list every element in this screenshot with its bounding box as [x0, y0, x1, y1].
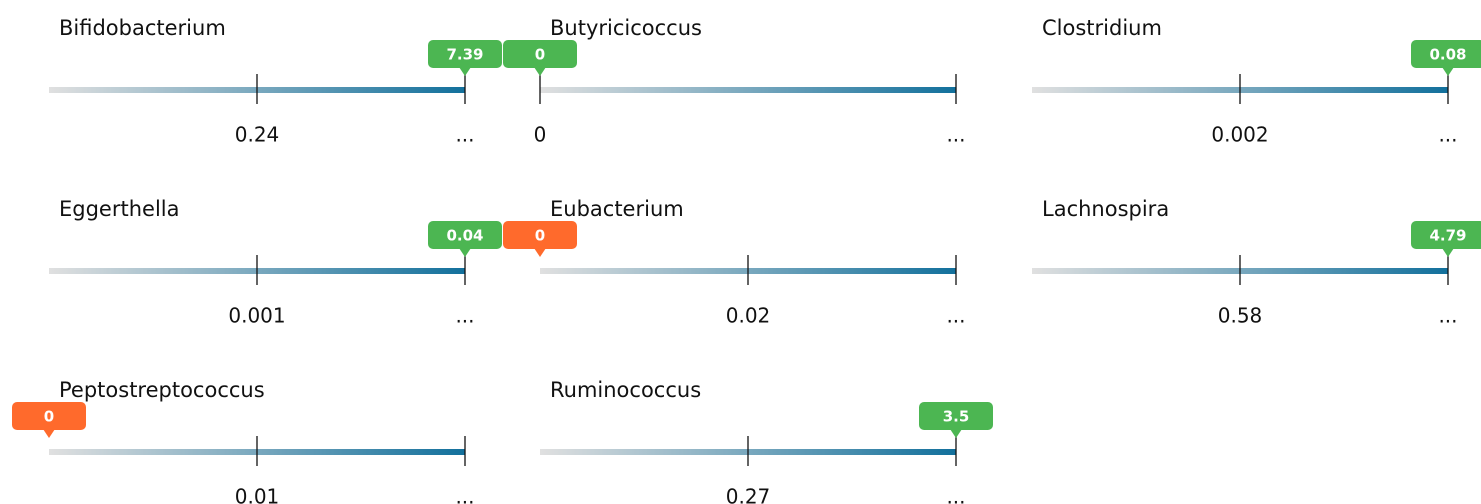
- gauge-title: Eubacterium: [550, 197, 684, 221]
- tick-label: ...: [455, 485, 474, 504]
- badge-box: [12, 402, 86, 430]
- tick-label: 0.24: [235, 123, 280, 147]
- value-badge: 7.39: [428, 40, 502, 76]
- value-badge: 0: [12, 402, 86, 438]
- badge-label: 7.39: [446, 46, 483, 64]
- tick-label: ...: [455, 123, 474, 147]
- value-badge: 0.08: [1411, 40, 1481, 76]
- tick-label: 0.001: [228, 304, 285, 328]
- badge-pointer: [459, 67, 471, 76]
- badge-pointer: [950, 429, 962, 438]
- gauge-title: Eggerthella: [59, 197, 179, 221]
- gauge: Bifidobacterium 0.24 ... 7.39: [49, 16, 502, 147]
- badge-box: [1411, 40, 1481, 68]
- badge-pointer: [459, 248, 471, 257]
- badge-pointer: [534, 67, 546, 76]
- tick-label: ...: [455, 304, 474, 328]
- badge-pointer: [1442, 67, 1454, 76]
- tick-label: ...: [1438, 304, 1457, 328]
- badge-label: 0.08: [1429, 46, 1466, 64]
- badge-label: 0: [535, 46, 545, 64]
- gauge-title: Lachnospira: [1042, 197, 1169, 221]
- gauge-title: Peptostreptococcus: [59, 378, 265, 402]
- gauge: Eubacterium 0.02 ... 0: [503, 197, 966, 328]
- badge-label: 3.5: [943, 408, 970, 426]
- badge-label: 0: [44, 408, 54, 426]
- gauge: Lachnospira 0.58 ... 4.79: [1032, 197, 1481, 328]
- badge-box: [428, 221, 502, 249]
- tick-label: 0.002: [1211, 123, 1268, 147]
- gauge: Butyricicoccus 0 ... 0: [503, 16, 966, 147]
- tick-label: 0.58: [1218, 304, 1263, 328]
- tick-label: 0.27: [726, 485, 771, 504]
- tick-label: 0: [534, 123, 547, 147]
- gauge-title: Ruminococcus: [550, 378, 701, 402]
- badge-pointer: [1442, 248, 1454, 257]
- badge-box: [428, 40, 502, 68]
- tick-label: ...: [946, 123, 965, 147]
- value-badge: 0: [503, 40, 577, 76]
- gauge-bar: [540, 87, 956, 93]
- badge-box: [1411, 221, 1481, 249]
- gauge: Eggerthella 0.001 ... 0.04: [49, 197, 502, 328]
- value-badge: 3.5: [919, 402, 993, 438]
- badge-pointer: [534, 248, 546, 257]
- value-badge: 0: [503, 221, 577, 257]
- gauge-title: Clostridium: [1042, 16, 1162, 40]
- gauge-title: Bifidobacterium: [59, 16, 226, 40]
- tick-label: ...: [946, 485, 965, 504]
- badge-label: 0: [535, 227, 545, 245]
- badge-label: 0.04: [446, 227, 483, 245]
- gauge: Ruminococcus 0.27 ... 3.5: [540, 378, 993, 504]
- value-badge: 4.79: [1411, 221, 1481, 257]
- badge-box: [503, 40, 577, 68]
- badge-box: [919, 402, 993, 430]
- badge-pointer: [43, 429, 55, 438]
- tick-label: ...: [1438, 123, 1457, 147]
- gauge: Clostridium 0.002 ... 0.08: [1032, 16, 1481, 147]
- gauge: Peptostreptococcus 0.01 ... 0: [12, 378, 475, 504]
- badge-box: [503, 221, 577, 249]
- tick-label: 0.01: [235, 485, 280, 504]
- tick-label: ...: [946, 304, 965, 328]
- gauge-title: Butyricicoccus: [550, 16, 702, 40]
- tick-label: 0.02: [726, 304, 771, 328]
- badge-label: 4.79: [1429, 227, 1466, 245]
- value-badge: 0.04: [428, 221, 502, 257]
